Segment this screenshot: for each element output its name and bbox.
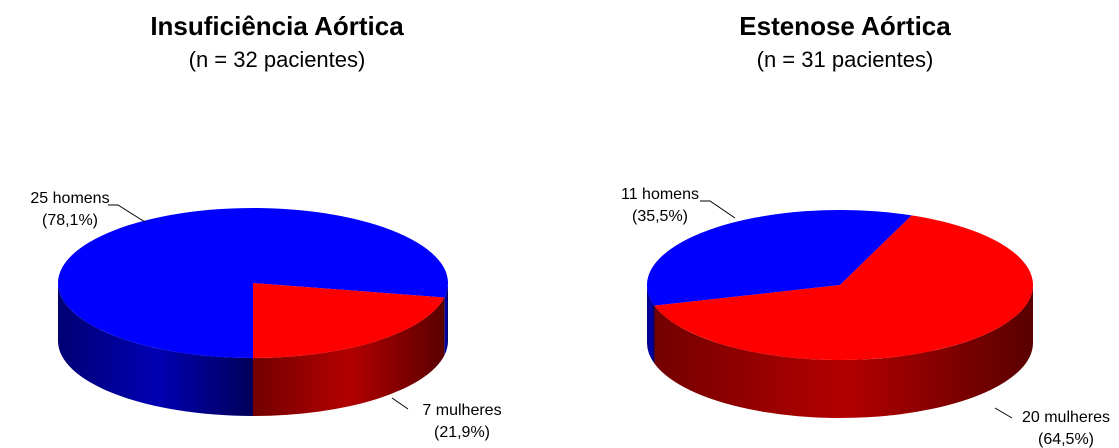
pie-slice-side: [58, 283, 253, 416]
leader-line: [391, 397, 409, 410]
pie-slice-side: [253, 297, 445, 416]
slice-label: 11 homens: [621, 186, 699, 203]
leader-line: [994, 407, 1013, 419]
slice-value-label: (78,1%): [42, 212, 98, 229]
pie-slice: [646, 209, 912, 306]
slice-value-label: (35,5%): [632, 208, 688, 225]
chart-title: Estenose Aórtica: [739, 11, 951, 41]
pie-slice: [253, 283, 445, 358]
slice-value-label: (64,5%): [1038, 431, 1094, 448]
slice-value-label: (21,9%): [434, 424, 490, 441]
leader-line: [700, 200, 736, 219]
slice-label: 7 mulheres: [422, 402, 501, 419]
leader-line: [108, 204, 146, 223]
pie-slice-side: [444, 283, 448, 356]
chart-subtitle: (n = 32 pacientes): [189, 47, 366, 72]
pie-slice-side: [647, 285, 655, 364]
chart-title: Insuficiência Aórtica: [150, 11, 404, 41]
slice-label: 20 mulheres: [1022, 409, 1110, 426]
chart-subtitle: (n = 31 pacientes): [757, 47, 934, 72]
slice-label: 25 homens: [30, 190, 109, 207]
pie-slice-side: [654, 285, 1033, 419]
pie-slice: [654, 215, 1033, 360]
